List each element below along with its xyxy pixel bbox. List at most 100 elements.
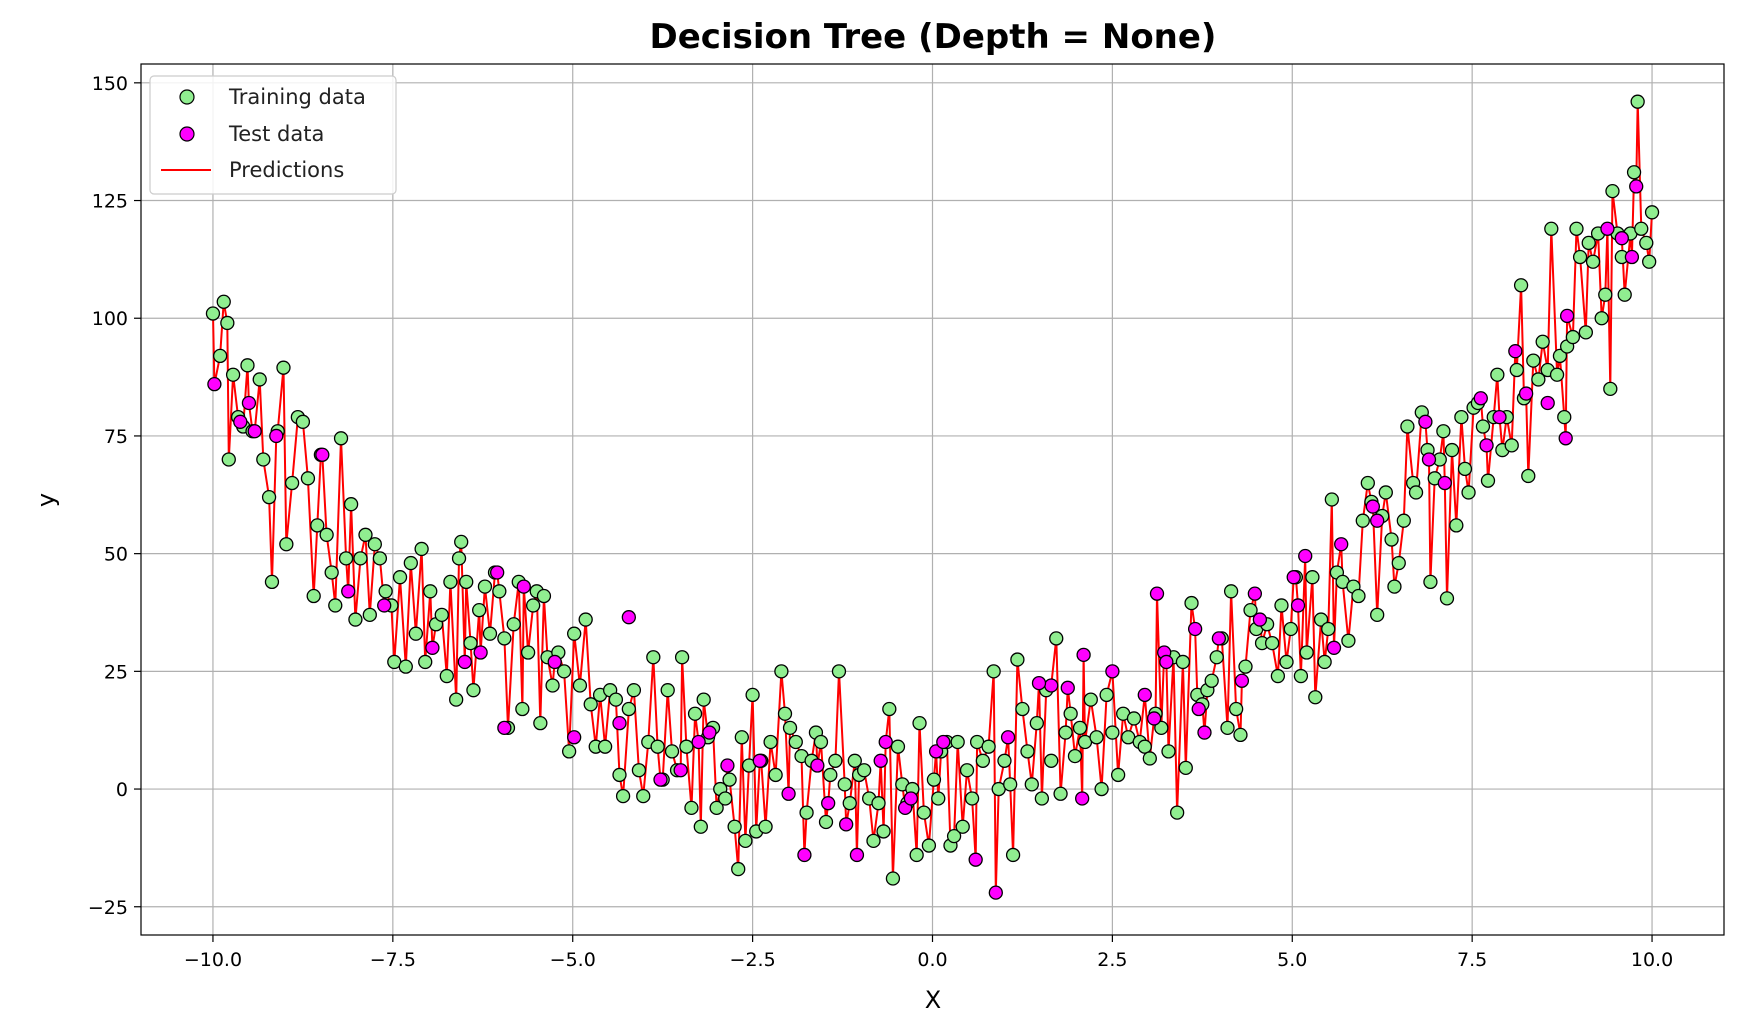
- training-point: [443, 574, 458, 590]
- training-point: [372, 551, 388, 566]
- training-point: [1072, 720, 1088, 735]
- training-point: [831, 664, 847, 679]
- training-point: [1557, 409, 1572, 425]
- training-point: [536, 588, 552, 604]
- training-point: [1283, 621, 1298, 637]
- training-point: [631, 763, 647, 778]
- test-point: [269, 428, 284, 444]
- legend: Training data Test data Predictions: [149, 75, 397, 195]
- test-point: [928, 744, 944, 759]
- x-tick-label: 2.5: [1097, 949, 1127, 971]
- training-point: [353, 551, 368, 566]
- training-point: [734, 730, 749, 745]
- training-point: [909, 847, 924, 863]
- training-point: [758, 819, 773, 834]
- training-point: [660, 683, 675, 698]
- training-point: [687, 706, 703, 721]
- training-point: [1223, 584, 1239, 599]
- training-point: [572, 678, 588, 693]
- training-point: [398, 659, 413, 674]
- training-point: [1634, 221, 1649, 236]
- test-point: [878, 734, 893, 750]
- training-point: [1617, 287, 1632, 302]
- training-point: [1513, 278, 1529, 293]
- training-point: [1178, 760, 1193, 776]
- test-point: [1146, 711, 1162, 726]
- training-point: [295, 414, 311, 429]
- test-point: [315, 447, 330, 462]
- training-point: [221, 452, 236, 467]
- test-point: [968, 852, 983, 867]
- training-point: [492, 584, 507, 599]
- training-point: [926, 772, 942, 787]
- training-point: [454, 534, 469, 550]
- test-point: [1518, 386, 1534, 401]
- training-point: [955, 819, 970, 834]
- training-point: [696, 692, 711, 707]
- training-point: [684, 800, 699, 816]
- training-point: [1535, 334, 1550, 349]
- training-point: [1293, 668, 1309, 684]
- test-point: [1197, 725, 1212, 740]
- training-point: [813, 734, 829, 750]
- training-point: [1457, 461, 1473, 477]
- test-point: [1492, 409, 1507, 425]
- test-points-layer: [207, 179, 1644, 900]
- training-point: [533, 715, 548, 731]
- x-axis-label: X: [925, 986, 941, 1014]
- training-point: [526, 598, 541, 613]
- training-point: [279, 537, 294, 552]
- training-point: [1324, 492, 1339, 507]
- x-tick-label: −2.5: [730, 949, 776, 971]
- training-point: [497, 631, 512, 646]
- training-point: [1475, 419, 1491, 434]
- training-point: [1063, 706, 1078, 721]
- training-point: [520, 645, 536, 660]
- training-point: [731, 861, 746, 877]
- training-point: [451, 551, 467, 566]
- test-point: [1334, 537, 1349, 552]
- training-point: [324, 565, 339, 580]
- legend-predictions-label: Predictions: [229, 158, 344, 182]
- training-point: [1094, 781, 1109, 797]
- training-point: [1005, 847, 1021, 863]
- y-axis-label: y: [32, 493, 60, 507]
- y-tick-label: 0: [116, 779, 128, 801]
- test-point: [936, 734, 951, 750]
- training-point: [1110, 767, 1126, 783]
- training-point: [392, 570, 408, 585]
- training-point: [408, 626, 424, 641]
- training-point: [837, 777, 852, 792]
- training-point: [916, 805, 932, 820]
- test-point: [1044, 678, 1059, 693]
- training-point: [358, 527, 373, 542]
- test-point: [457, 654, 472, 670]
- test-point: [1149, 586, 1165, 601]
- test-point: [1479, 438, 1494, 453]
- training-point: [693, 819, 708, 834]
- test-point: [752, 753, 767, 768]
- legend-box: [149, 75, 397, 195]
- training-point: [1549, 367, 1565, 382]
- training-point: [1067, 748, 1083, 764]
- test-point: [1075, 791, 1090, 806]
- training-point: [567, 626, 582, 641]
- test-point: [988, 885, 1003, 900]
- training-point: [727, 819, 742, 834]
- training-point: [1461, 485, 1476, 500]
- training-point: [264, 574, 280, 590]
- training-point: [679, 739, 694, 754]
- training-point: [871, 796, 886, 811]
- training-point: [768, 767, 783, 783]
- training-point: [284, 475, 300, 491]
- test-point: [720, 758, 735, 773]
- training-point: [1105, 725, 1120, 740]
- training-point: [1299, 645, 1314, 660]
- training-point: [745, 687, 760, 703]
- test-point: [1211, 631, 1227, 646]
- test-point: [1191, 701, 1206, 717]
- training-point: [1010, 652, 1025, 667]
- training-point: [959, 763, 975, 778]
- training-point: [1029, 715, 1044, 731]
- training-point: [763, 734, 778, 750]
